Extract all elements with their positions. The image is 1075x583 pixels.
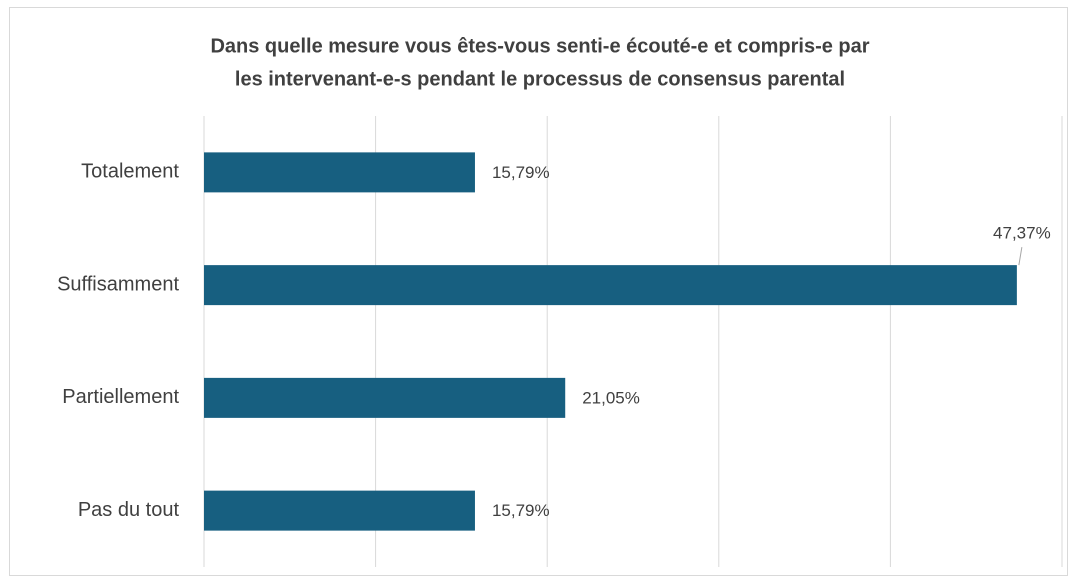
- bar: [204, 152, 475, 193]
- bar: [204, 377, 566, 418]
- leader-line: [1018, 247, 1023, 266]
- data-label: 15,79%: [492, 163, 550, 182]
- data-label: 21,05%: [582, 388, 640, 407]
- y-tick-label: Partiellement: [62, 386, 179, 408]
- bar: [204, 265, 1017, 306]
- bar: [204, 490, 475, 531]
- y-tick-label: Suffisamment: [57, 273, 179, 295]
- data-label: 15,79%: [492, 501, 550, 520]
- y-tick-label: Totalement: [81, 161, 179, 183]
- chart-title: Dans quelle mesure vous êtes-vous senti-…: [210, 35, 869, 57]
- data-label: 47,37%: [993, 224, 1051, 243]
- chart-title: les intervenant-e-s pendant le processus…: [235, 68, 845, 90]
- y-tick-label: Pas du tout: [78, 499, 180, 521]
